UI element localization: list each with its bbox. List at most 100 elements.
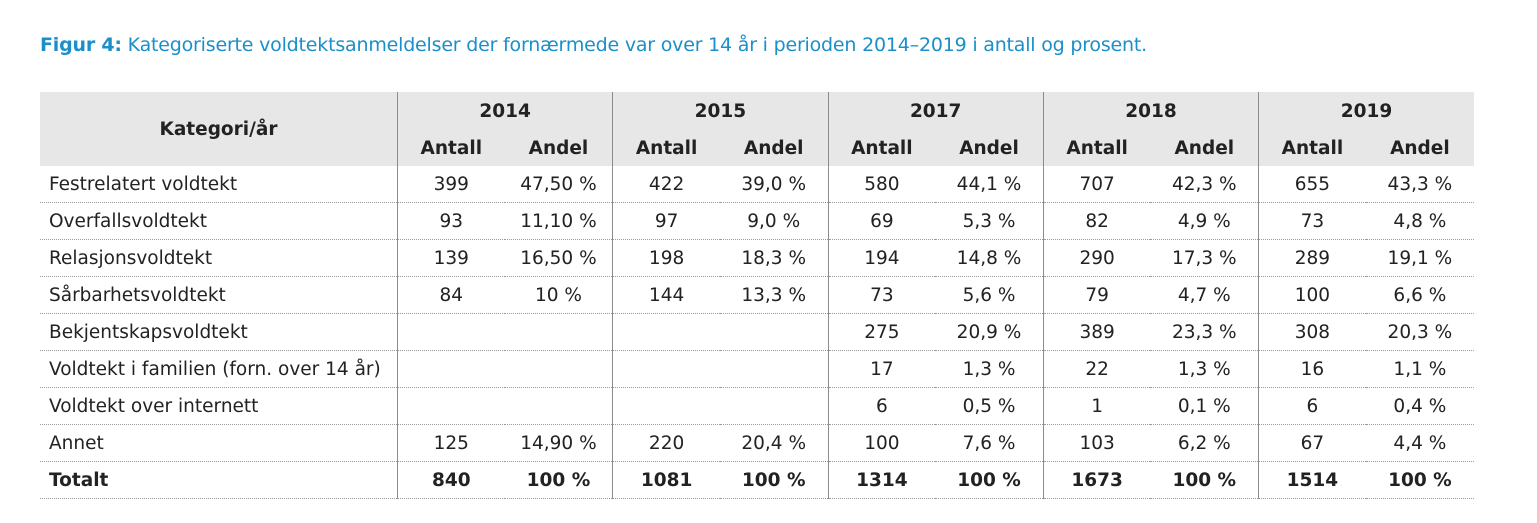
antall-cell: 389 [1042,313,1151,351]
andel-cell: 100 % [719,461,829,499]
andel-cell: 19,1 % [1365,239,1474,277]
row-label: Annet [40,424,398,462]
antall-cell [612,350,720,388]
antall-cell: 73 [1258,202,1366,240]
row-label: Totalt [40,461,398,499]
figure-caption: Figur 4: Kategoriserte voldtektsanmeldel… [40,34,1147,56]
antall-cell: 840 [396,461,505,499]
antall-header: Antall [1042,130,1151,166]
antall-cell: 93 [396,202,505,240]
andel-cell: 0,5 % [935,387,1044,425]
andel-cell: 14,90 % [504,424,613,462]
andel-header: Andel [1365,130,1474,166]
andel-cell: 4,4 % [1365,424,1474,462]
andel-header: Andel [719,130,829,166]
year-header: 2014 [396,92,613,130]
andel-cell: 5,6 % [935,276,1044,314]
antall-cell: 220 [612,424,720,462]
row-label: Voldtekt over internett [40,387,398,425]
year-header: 2019 [1258,92,1474,130]
antall-cell [396,313,505,351]
table-row: Voldtekt i familien (forn. over 14 år) 17… [40,350,1474,388]
antall-cell: 399 [396,166,505,203]
year-header: 2015 [612,92,829,130]
antall-cell: 275 [827,313,936,351]
table-row: Sårbarhetsvoldtekt 84 10 % 144 13,3 % 73 5,6 %… [40,276,1474,314]
year-header: 2017 [827,92,1044,130]
table-row: Voldtekt over internett 6 0,5 % 1 0,1 % 6 0,4 … [40,387,1474,425]
table-row: Totalt 840 100 % 1081 100 % 1314 100 % 1673 100 … [40,461,1474,499]
andel-cell: 6,2 % [1150,424,1259,462]
andel-cell: 7,6 % [935,424,1044,462]
figure-caption-text: Kategoriserte voldtektsanmeldelser der f… [121,34,1147,56]
andel-header: Andel [504,130,613,166]
figure-label: Figur 4: [40,34,122,56]
antall-cell: 69 [827,202,936,240]
antall-cell [612,387,720,425]
table-row: Bekjentskapsvoldtekt 275 20,9 % 389 23,3 % 30… [40,313,1474,351]
table-row: Festrelatert voldtekt 399 47,50 % 422 39,0 %… [40,166,1474,203]
andel-cell: 20,9 % [935,313,1044,351]
antall-cell: 6 [1258,387,1366,425]
table-body: Festrelatert voldtekt 399 47,50 % 422 39,0 %… [40,166,1474,499]
andel-cell: 23,3 % [1150,313,1259,351]
statistics-table: Kategori/år 2014 2015 2017 2018 2019 Ant… [40,92,1474,499]
table-header: Kategori/år 2014 2015 2017 2018 2019 Ant… [40,92,1474,166]
andel-cell: 100 % [504,461,613,499]
row-label: Bekjentskapsvoldtekt [40,313,398,351]
andel-cell: 1,3 % [935,350,1044,388]
antall-cell: 1 [1042,387,1151,425]
antall-header: Antall [827,130,936,166]
row-label: Overfallsvoldtekt [40,202,398,240]
andel-cell [504,387,613,425]
row-label: Voldtekt i familien (forn. over 14 år) [40,350,398,388]
andel-cell: 100 % [1150,461,1259,499]
antall-cell: 16 [1258,350,1366,388]
andel-cell: 10 % [504,276,613,314]
andel-cell: 14,8 % [935,239,1044,277]
andel-cell: 13,3 % [719,276,829,314]
andel-cell: 47,50 % [504,166,613,203]
antall-cell: 1314 [827,461,936,499]
andel-cell: 0,4 % [1365,387,1474,425]
antall-cell: 100 [1258,276,1366,314]
andel-cell [504,313,613,351]
table-row: Relasjonsvoldtekt 139 16,50 % 198 18,3 % 194 1… [40,239,1474,277]
andel-cell: 44,1 % [935,166,1044,203]
andel-cell [719,350,829,388]
antall-cell: 67 [1258,424,1366,462]
antall-header: Antall [1258,130,1366,166]
antall-cell: 198 [612,239,720,277]
andel-cell: 6,6 % [1365,276,1474,314]
andel-cell: 1,1 % [1365,350,1474,388]
andel-cell: 4,9 % [1150,202,1259,240]
antall-header: Antall [396,130,505,166]
andel-cell: 100 % [935,461,1044,499]
antall-cell: 707 [1042,166,1151,203]
andel-cell: 1,3 % [1150,350,1259,388]
table-row: Overfallsvoldtekt 93 11,10 % 97 9,0 % 69 5,3 %… [40,202,1474,240]
andel-cell: 4,8 % [1365,202,1474,240]
andel-cell: 16,50 % [504,239,613,277]
subheader-row: Antall Andel Antall Andel Antall Andel A… [40,130,1474,166]
andel-cell: 43,3 % [1365,166,1474,203]
antall-cell: 655 [1258,166,1366,203]
andel-cell: 17,3 % [1150,239,1259,277]
andel-cell [719,387,829,425]
table-row: Annet 125 14,90 % 220 20,4 % 100 7,6 % 103 6,2 %… [40,424,1474,462]
antall-cell: 1673 [1042,461,1151,499]
antall-cell: 82 [1042,202,1151,240]
antall-cell: 125 [396,424,505,462]
andel-cell: 18,3 % [719,239,829,277]
antall-cell: 79 [1042,276,1151,314]
andel-header: Andel [1150,130,1259,166]
antall-cell: 17 [827,350,936,388]
andel-cell: 0,1 % [1150,387,1259,425]
andel-cell: 9,0 % [719,202,829,240]
antall-cell: 1514 [1258,461,1366,499]
antall-cell: 73 [827,276,936,314]
antall-cell: 100 [827,424,936,462]
antall-cell: 6 [827,387,936,425]
antall-cell [612,313,720,351]
year-header-row: Kategori/år 2014 2015 2017 2018 2019 [40,92,1474,166]
